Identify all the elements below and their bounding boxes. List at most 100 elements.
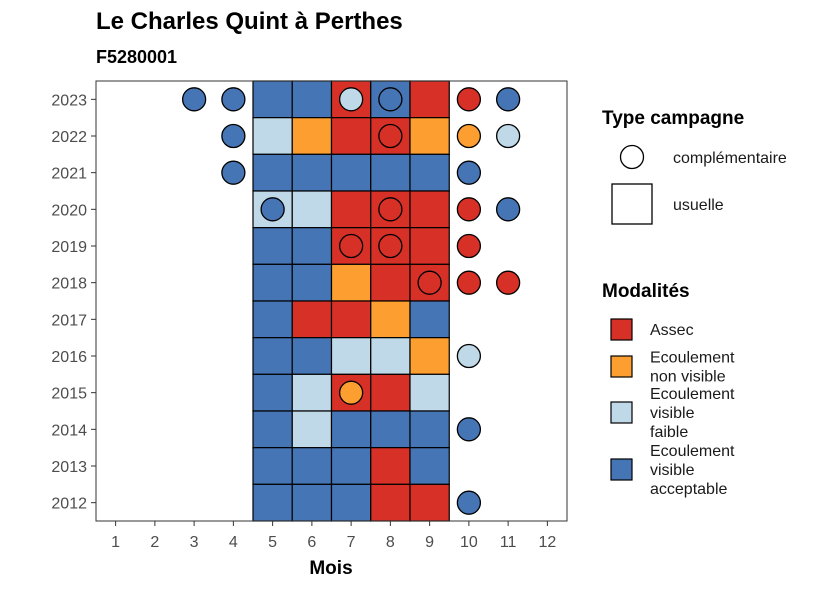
legend-label-assec: Assec — [650, 322, 694, 339]
y-tick-label-2012: 2012 — [51, 496, 87, 513]
tile-2023-9 — [409, 80, 450, 119]
y-tick-label-2021: 2021 — [51, 166, 87, 183]
tile-2015-8 — [370, 373, 411, 412]
point-2016-10 — [456, 343, 482, 369]
point-2022-11 — [495, 123, 521, 149]
point-2022-4 — [221, 123, 246, 149]
tile-2022-7 — [330, 117, 372, 155]
point-2020-5 — [260, 197, 285, 222]
chart-subtitle: F5280001 — [96, 47, 177, 67]
point-2018-9 — [417, 270, 442, 295]
tile-2018-6 — [291, 263, 333, 302]
tile-2019-9 — [409, 227, 450, 265]
tile-2013-5 — [252, 447, 293, 485]
point-2023-11 — [495, 87, 521, 112]
point-2019-8 — [378, 233, 403, 259]
tile-2014-9 — [409, 410, 450, 449]
x-tick-label-7: 7 — [347, 534, 356, 551]
tile-2019-6 — [291, 227, 333, 265]
tile-2016-5 — [252, 337, 293, 375]
x-tick-label-11: 11 — [500, 534, 517, 551]
tile-2015-5 — [252, 373, 293, 412]
point-2023-4 — [221, 87, 246, 112]
legend-label-ecoulement-visible-acceptable: Ecoulement visible acceptable — [650, 443, 735, 498]
tile-2013-8 — [370, 447, 411, 485]
tile-2021-9 — [409, 153, 450, 192]
y-tick-label-2014: 2014 — [51, 422, 87, 439]
y-tick-label-2016: 2016 — [51, 349, 87, 366]
legend-swatch-ecoulement-visible-acceptable — [610, 458, 633, 481]
tile-2018-5 — [252, 263, 293, 302]
tile-2014-7 — [330, 410, 372, 449]
tile-2016-7 — [330, 337, 372, 375]
x-tick-label-9: 9 — [425, 534, 434, 551]
tile-2020-7 — [330, 190, 372, 229]
tile-2015-6 — [291, 373, 333, 412]
y-tick-label-2019: 2019 — [51, 239, 87, 256]
x-tick-label-4: 4 — [229, 534, 238, 551]
tile-2013-7 — [330, 447, 372, 485]
x-tick-label-6: 6 — [307, 534, 316, 551]
legend-modalites-title: Modalités — [602, 281, 690, 302]
tile-2016-9 — [409, 337, 450, 375]
y-tick-label-2022: 2022 — [51, 129, 87, 146]
tile-2018-8 — [370, 263, 411, 302]
tile-2022-9 — [409, 117, 450, 155]
tile-2017-5 — [252, 300, 293, 339]
tile-2014-5 — [252, 410, 293, 449]
legend-key-usuelle — [611, 183, 653, 225]
tile-2016-6 — [291, 337, 333, 375]
legend-swatch-ecoulement-non-visible — [610, 355, 633, 378]
point-2020-8 — [378, 197, 403, 222]
y-tick-label-2023: 2023 — [51, 92, 87, 109]
legend-type-campagne: Type campagne complémentaire usuelle — [602, 108, 787, 225]
tile-2012-7 — [330, 483, 372, 522]
tile-2017-6 — [291, 300, 333, 339]
tile-2020-6 — [291, 190, 333, 229]
point-2019-7 — [338, 233, 364, 259]
point-2020-10 — [456, 197, 482, 222]
legend-label-usuelle: usuelle — [673, 197, 724, 214]
panel-border — [95, 80, 568, 522]
tile-2015-9 — [409, 373, 450, 412]
point-2019-10 — [456, 233, 482, 259]
tile-2012-8 — [370, 483, 411, 522]
legend-label-ecoulement-visible-faible: Ecoulement visible faible — [650, 386, 735, 441]
point-2021-4 — [221, 160, 246, 185]
tile-2012-6 — [291, 483, 333, 522]
tile-2021-6 — [291, 153, 333, 192]
point-2023-3 — [181, 87, 207, 112]
x-tick-label-8: 8 — [386, 534, 395, 551]
point-2022-8 — [378, 123, 403, 149]
tile-2021-7 — [330, 153, 372, 192]
x-tick-label-10: 10 — [460, 534, 478, 551]
x-axis: 1 2 3 4 5 6 7 8 9 10 11 12 — [111, 521, 556, 551]
point-2022-10 — [456, 123, 482, 149]
tile-2016-8 — [370, 337, 411, 375]
legend-type-title: Type campagne — [602, 108, 744, 129]
point-2021-10 — [456, 160, 482, 185]
y-tick-label-2017: 2017 — [51, 312, 87, 329]
legend-swatch-ecoulement-visible-faible — [610, 401, 633, 424]
tile-2023-6 — [291, 80, 333, 119]
point-2012-10 — [456, 490, 482, 515]
y-tick-label-2018: 2018 — [51, 276, 87, 293]
tile-2013-9 — [409, 447, 450, 485]
point-2020-11 — [495, 197, 521, 222]
point-2023-10 — [456, 87, 482, 112]
point-2023-8 — [378, 87, 403, 112]
x-axis-title: Mois — [309, 558, 352, 579]
tile-2021-5 — [252, 153, 293, 192]
tile-2014-6 — [291, 410, 333, 449]
legend-key-compl-mentaire — [619, 144, 645, 170]
y-tick-label-2013: 2013 — [51, 459, 87, 476]
y-tick-label-2020: 2020 — [51, 202, 87, 219]
tile-2012-9 — [409, 483, 450, 522]
tile-2022-5 — [252, 117, 293, 155]
legend-swatch-assec — [610, 318, 633, 341]
tile-2017-8 — [370, 300, 411, 339]
x-tick-label-2: 2 — [150, 534, 159, 551]
tile-2012-5 — [252, 483, 293, 522]
